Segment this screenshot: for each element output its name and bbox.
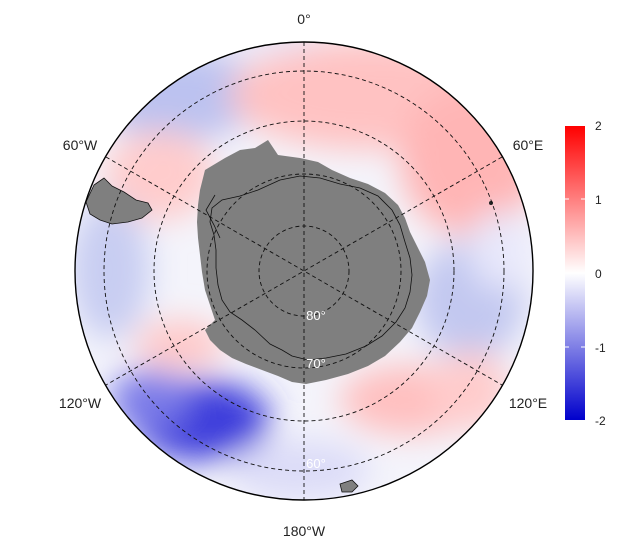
latitude-label-70: 70° [306,356,326,371]
map-boundary [74,41,534,501]
longitude-label-0: 0° [297,11,310,27]
longitude-label-180w: 180°W [283,523,326,539]
coastline [205,175,413,361]
longitude-label-120e: 120°E [509,395,547,411]
longitude-label-60w: 60°W [63,137,98,153]
colorbar-tick-label: -2 [595,414,606,428]
latitude-label-80: 80° [306,308,326,323]
antarctica-landmass [197,140,430,384]
colorbar-gradient [565,126,585,420]
south-america-landmass [85,177,153,225]
island [339,479,359,493]
latitude-label-60: 60° [306,456,326,471]
colorbar-tick-label: 1 [595,193,602,207]
colorbar-tick-label: -1 [595,341,606,355]
graticule [103,42,505,500]
colorbar-tick-label: 0 [595,267,602,281]
longitude-label-60e: 60°E [513,137,544,153]
longitude-label-120w: 120°W [59,395,102,411]
anomaly-field [75,42,533,500]
colorbar: 2 1 0 -1 -2 [565,119,606,428]
colorbar-tick-label: 2 [595,119,602,133]
